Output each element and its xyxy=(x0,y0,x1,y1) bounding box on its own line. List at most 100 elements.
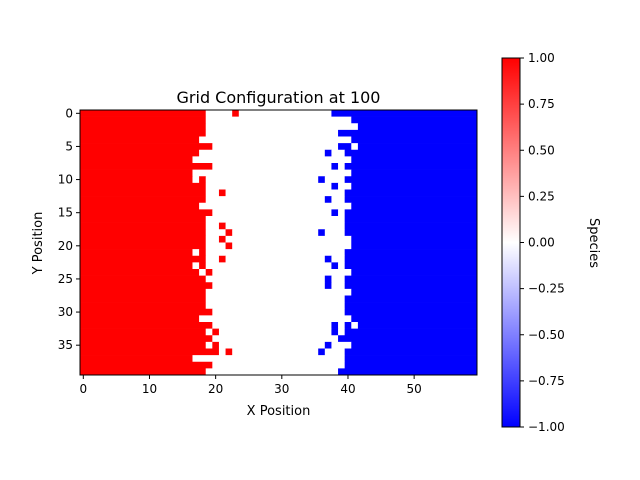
heatmap-cell xyxy=(80,222,207,230)
heatmap-cell xyxy=(80,189,207,197)
heatmap-cell xyxy=(344,196,478,204)
heatmap-cell xyxy=(218,235,226,243)
heatmap-cell xyxy=(351,315,478,323)
heatmap-cell xyxy=(324,282,332,290)
heatmap-cell xyxy=(212,209,332,217)
y-tick-label: 20 xyxy=(58,239,73,253)
heatmap-cell xyxy=(344,149,478,157)
heatmap-cell xyxy=(351,202,478,210)
heatmap-cell xyxy=(331,341,352,349)
heatmap-cell xyxy=(212,322,332,329)
heatmap-cell xyxy=(344,361,478,369)
heatmap-cell xyxy=(324,255,332,263)
colorbar-tick-label: 0.25 xyxy=(528,189,555,203)
heatmap-cell xyxy=(80,275,207,283)
heatmap-cell xyxy=(344,262,478,270)
heatmap-cell xyxy=(218,189,226,197)
heatmap-cell xyxy=(80,348,220,356)
heatmap-cell xyxy=(338,209,346,217)
heatmap-cell xyxy=(331,182,339,190)
heatmap-cell xyxy=(324,176,346,184)
heatmap-cell xyxy=(199,269,207,276)
y-tick-label: 10 xyxy=(58,173,73,187)
heatmap-cell xyxy=(199,202,352,210)
heatmap-cell xyxy=(324,341,332,349)
heatmap-cell xyxy=(351,182,478,190)
heatmap-cell xyxy=(225,222,346,230)
heatmap-cell xyxy=(344,328,478,336)
heatmap-cell xyxy=(80,282,213,290)
heatmap-cell xyxy=(80,216,207,223)
heatmap-cell xyxy=(338,129,478,137)
heatmap-cell xyxy=(199,262,207,270)
heatmap-cell xyxy=(331,255,346,263)
heatmap-cell xyxy=(344,222,478,230)
heatmap-cell xyxy=(331,282,346,290)
heatmap-cell xyxy=(324,149,332,157)
colorbar-tick-label: −0.50 xyxy=(528,328,565,342)
colorbar xyxy=(501,57,521,428)
y-tick-label: 15 xyxy=(58,206,73,220)
heatmap-cell xyxy=(212,361,346,369)
heatmap-cell xyxy=(205,189,220,197)
colorbar-ticks: 1.00 0.75 0.50 0.25 0.00 −0.25 −0.50 −0.75 −1.00 xyxy=(520,51,565,434)
heatmap-cell xyxy=(238,110,332,117)
heatmap-cell xyxy=(212,328,220,336)
heatmap-cell xyxy=(80,116,207,124)
heatmap-cell xyxy=(344,249,478,257)
heatmap-cell xyxy=(232,242,352,250)
heatmap-cell xyxy=(205,368,339,376)
heatmap-cell xyxy=(80,169,193,177)
heatmap-cell xyxy=(218,328,332,336)
colorbar-label: Species xyxy=(586,218,601,268)
heatmap-cell xyxy=(344,348,478,356)
heatmap-cell xyxy=(344,302,478,310)
heatmap-cell xyxy=(331,262,339,270)
heatmap-cell xyxy=(205,302,346,310)
heatmap-cell xyxy=(80,288,207,296)
heatmap-cell xyxy=(80,229,207,237)
y-axis-ticks: 0 5 10 15 20 25 30 35 xyxy=(58,106,80,352)
heatmap-cell xyxy=(324,196,332,204)
y-tick-label: 35 xyxy=(58,338,73,352)
heatmap-cell xyxy=(232,348,319,356)
heatmap-cell xyxy=(357,123,478,131)
heatmap-cell xyxy=(205,269,213,276)
heatmap-cells xyxy=(80,110,478,376)
heatmap-cell xyxy=(205,262,332,270)
heatmap-cell xyxy=(80,163,213,170)
colorbar-tick-label: −0.25 xyxy=(528,282,565,296)
heatmap-cell xyxy=(205,328,213,336)
heatmap-cell xyxy=(80,341,207,349)
heatmap-cell xyxy=(80,129,207,137)
heatmap-cell xyxy=(199,176,207,184)
heatmap-cell xyxy=(232,229,319,237)
heatmap-cell xyxy=(205,295,346,303)
heatmap-cell xyxy=(80,149,200,157)
heatmap-cell xyxy=(205,242,226,250)
heatmap-cell xyxy=(331,163,339,170)
heatmap-cell xyxy=(205,222,220,230)
colorbar-tick-label: 0.50 xyxy=(528,143,555,157)
heatmap-cell xyxy=(357,143,478,151)
heatmap-cell xyxy=(192,169,352,177)
heatmap-cell xyxy=(351,288,478,296)
chart-title: Grid Configuration at 100 xyxy=(177,88,381,107)
heatmap-cell xyxy=(205,123,359,131)
heatmap-cell xyxy=(199,249,207,257)
heatmap-cell xyxy=(318,229,326,237)
heatmap-cell xyxy=(192,156,352,164)
heatmap-cell xyxy=(205,116,352,124)
heatmap-cell xyxy=(212,335,339,343)
heatmap-cell xyxy=(80,335,213,343)
heatmap-cell xyxy=(80,242,207,250)
heatmap-cell xyxy=(351,322,359,329)
x-axis-ticks: 0 10 20 30 40 50 xyxy=(79,375,422,396)
heatmap-cell xyxy=(212,341,220,349)
heatmap-cell xyxy=(331,149,346,157)
x-tick-label: 50 xyxy=(407,382,422,396)
heatmap-cell xyxy=(225,348,233,356)
heatmap-cell xyxy=(331,275,346,283)
y-tick-label: 5 xyxy=(65,139,73,153)
heatmap-cell xyxy=(351,116,478,124)
